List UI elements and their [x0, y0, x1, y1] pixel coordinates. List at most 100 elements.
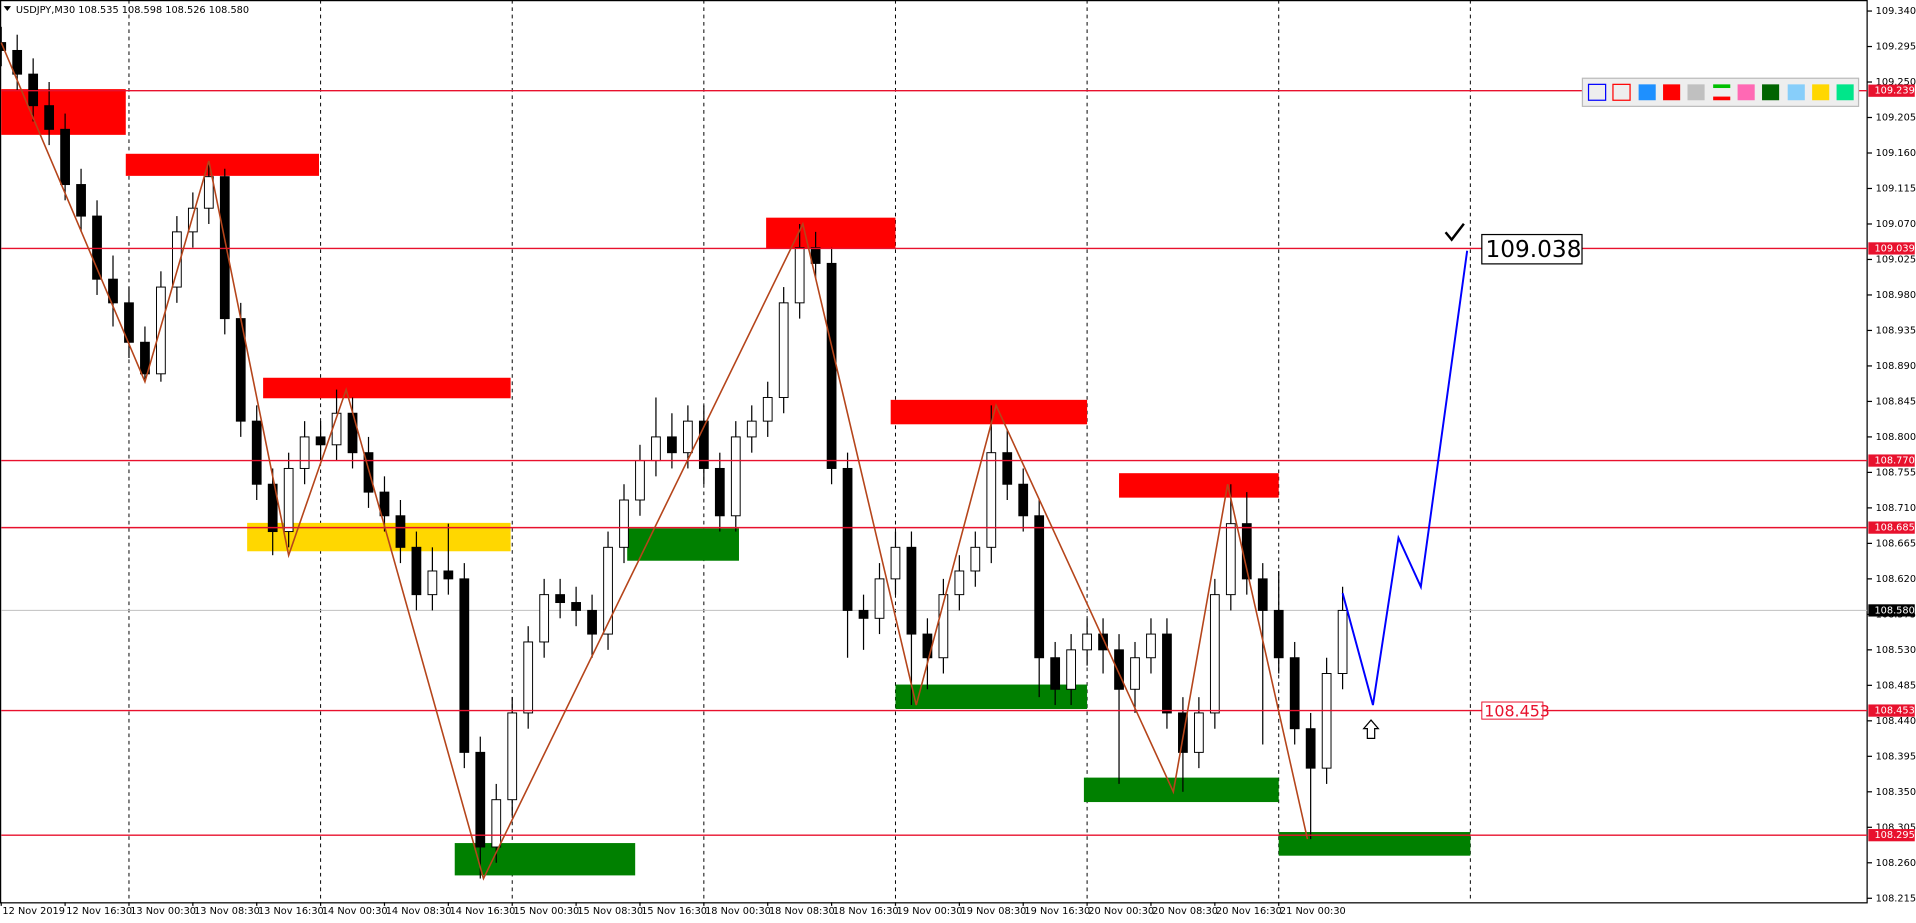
x-tick-label: 20 Nov 00:30 — [1088, 906, 1154, 917]
tool[interactable] — [1612, 83, 1631, 101]
y-tick-label: 108.305 — [1876, 822, 1916, 833]
y-tick-label: 109.160 — [1876, 148, 1916, 159]
candle-body — [92, 215, 102, 280]
candle-body — [379, 491, 390, 517]
candle-body — [970, 546, 981, 572]
target-label: 109.038 — [1485, 236, 1581, 263]
candle-body — [1225, 523, 1236, 596]
chart-title: USDJPY,M30 108.535 108.598 108.526 108.5… — [16, 5, 249, 16]
level-box — [1868, 829, 1915, 842]
candle-body — [44, 105, 55, 130]
candle-body — [1162, 633, 1172, 714]
y-tick-label: 109.025 — [1876, 254, 1916, 265]
x-tick-label: 18 Nov 00:30 — [705, 906, 771, 917]
candle-body — [76, 184, 86, 217]
candle-body — [555, 594, 566, 604]
y-tick-label: 108.890 — [1876, 361, 1916, 372]
level-label: 108.770 — [1874, 456, 1914, 467]
level-label: 108.453 — [1874, 706, 1914, 717]
candle-body — [219, 176, 230, 320]
candle-body — [1178, 712, 1188, 753]
candle-body — [826, 262, 837, 469]
y-tick-label: 108.665 — [1876, 538, 1916, 549]
y-tick-label: 108.530 — [1876, 645, 1916, 656]
tool[interactable] — [1762, 84, 1780, 101]
candle-body — [1066, 649, 1077, 690]
candle-body — [1305, 728, 1316, 769]
candle-body — [427, 570, 438, 596]
candle-body — [794, 247, 805, 304]
candle-body — [491, 799, 502, 848]
y-tick-label: 108.350 — [1876, 787, 1916, 798]
candle-body — [667, 436, 677, 454]
candle-body — [603, 546, 613, 635]
tool[interactable] — [1787, 84, 1805, 101]
x-tick-label: 14 Nov 08:30 — [386, 906, 452, 917]
candle-body — [571, 602, 581, 611]
candle-body — [810, 247, 821, 264]
y-tick-label: 108.620 — [1876, 574, 1916, 585]
tool[interactable] — [1737, 84, 1755, 101]
candle-body — [651, 436, 661, 462]
up-arrow-icon — [1362, 719, 1380, 740]
tool[interactable] — [1836, 84, 1854, 101]
y-tick-label: 108.845 — [1876, 396, 1916, 407]
x-tick-label: 21 Nov 00:30 — [1280, 906, 1346, 917]
tool[interactable] — [1587, 83, 1607, 101]
level-label: 109.039 — [1874, 243, 1914, 254]
menu-arrow[interactable] — [3, 6, 11, 12]
candle-body — [251, 420, 262, 485]
level-label: 108.295 — [1874, 830, 1914, 841]
candle-body — [762, 396, 773, 422]
tool[interactable] — [1812, 84, 1830, 101]
candle-body — [12, 49, 23, 75]
x-tick-label: 14 Nov 16:30 — [450, 906, 516, 917]
candle-body — [778, 302, 789, 398]
candle-body — [1321, 673, 1332, 769]
candle-body — [315, 436, 326, 446]
candle-body — [842, 467, 853, 611]
candle-body — [443, 570, 454, 580]
target-box — [1481, 233, 1583, 265]
tool[interactable] — [1638, 84, 1656, 101]
tool[interactable] — [1687, 84, 1705, 101]
color-toolbar[interactable] — [1581, 77, 1860, 107]
candle-body — [299, 436, 310, 469]
level-box — [1868, 521, 1915, 534]
level-box — [1868, 84, 1915, 97]
candle-body — [746, 420, 757, 438]
candle-body — [1337, 609, 1348, 674]
current-price-box — [1868, 604, 1915, 617]
candle-body — [1273, 609, 1284, 659]
zone — [454, 843, 636, 876]
current-price-label: 108.580 — [1874, 605, 1914, 616]
x-tick-label: 13 Nov 00:30 — [130, 906, 196, 917]
zone — [263, 377, 511, 399]
tool[interactable] — [1713, 96, 1731, 101]
x-tick-label: 18 Nov 16:30 — [833, 906, 899, 917]
x-tick-label: 20 Nov 08:30 — [1152, 906, 1218, 917]
tool[interactable] — [1713, 84, 1731, 89]
candle-body — [347, 412, 358, 454]
level-box — [1868, 454, 1915, 467]
level-label: 109.239 — [1874, 86, 1914, 97]
x-tick-label: 15 Nov 08:30 — [577, 906, 643, 917]
tool[interactable] — [1663, 84, 1681, 101]
candle-body — [395, 515, 406, 548]
level-box — [1868, 242, 1915, 255]
candle-body — [1257, 578, 1268, 611]
candle-body — [1209, 594, 1220, 714]
candle-body — [714, 467, 725, 517]
zone — [1, 89, 126, 135]
level-box — [1868, 704, 1915, 717]
candle-body — [171, 231, 182, 288]
zone — [1083, 777, 1279, 803]
y-tick-label: 108.440 — [1876, 716, 1916, 727]
check-icon — [1444, 222, 1465, 242]
candle-body — [938, 594, 949, 659]
zone — [766, 217, 896, 249]
y-tick-label: 108.215 — [1876, 893, 1916, 904]
zone — [890, 399, 1088, 425]
zone — [125, 153, 320, 176]
